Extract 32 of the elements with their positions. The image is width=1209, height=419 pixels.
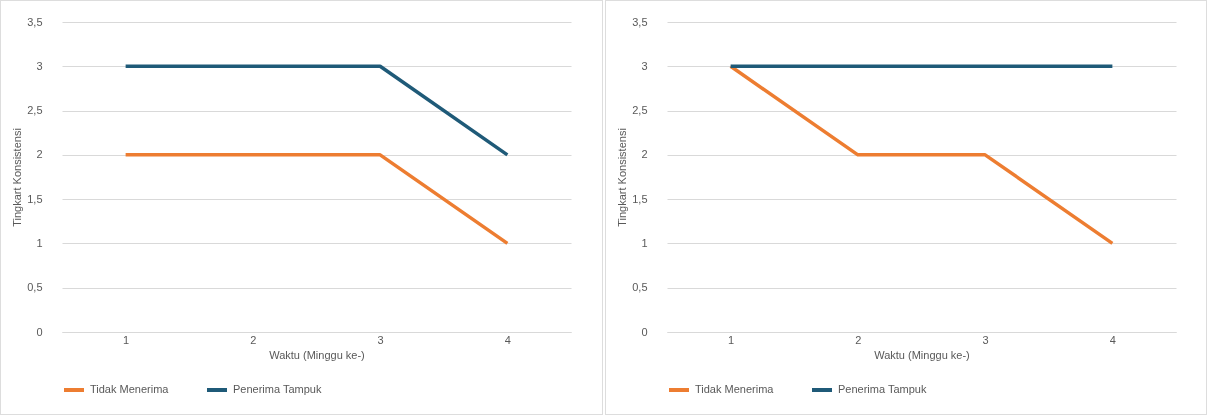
x-tick-label: 2 [854,333,861,346]
y-tick-label: 1 [640,236,647,249]
x-tick-label: 2 [250,333,257,346]
y-tick-label: 1,5 [631,192,647,205]
x-axis-title: Waktu (Minggu ke-) [269,348,365,361]
x-tick-label: 4 [1109,333,1116,346]
y-axis-title: Tingkart Konsistensi [615,128,628,227]
y-tick-label: 0 [640,325,647,338]
y-tick-label: 3,5 [27,15,43,28]
y-tick-label: 0 [36,325,43,338]
x-tick-label: 4 [504,333,511,346]
x-tick-label: 3 [377,333,384,346]
y-tick-label: 2,5 [631,104,647,117]
legend-label: Tidak Menerima [90,383,170,395]
y-tick-label: 0,5 [631,281,647,294]
y-tick-label: 2 [640,148,647,161]
y-tick-label: 3 [640,59,647,72]
y-tick-label: 2,5 [27,104,43,117]
x-tick-label: 1 [727,333,734,346]
y-axis-title: Tingkart Konsistensi [11,128,24,227]
legend-label: Penerima Tampuk [233,383,322,395]
legend-label: Penerima Tampuk [837,383,927,395]
x-axis-title: Waktu (Minggu ke-) [873,348,970,361]
x-tick-label: 1 [123,333,130,346]
y-tick-label: 1,5 [27,192,43,205]
y-tick-label: 1 [36,236,43,249]
x-tick-label: 3 [982,333,989,346]
y-tick-label: 3 [36,59,43,72]
y-tick-label: 3,5 [631,15,647,28]
y-tick-label: 0,5 [27,281,43,294]
y-tick-label: 2 [36,148,43,161]
legend-label: Tidak Menerima [694,383,774,395]
